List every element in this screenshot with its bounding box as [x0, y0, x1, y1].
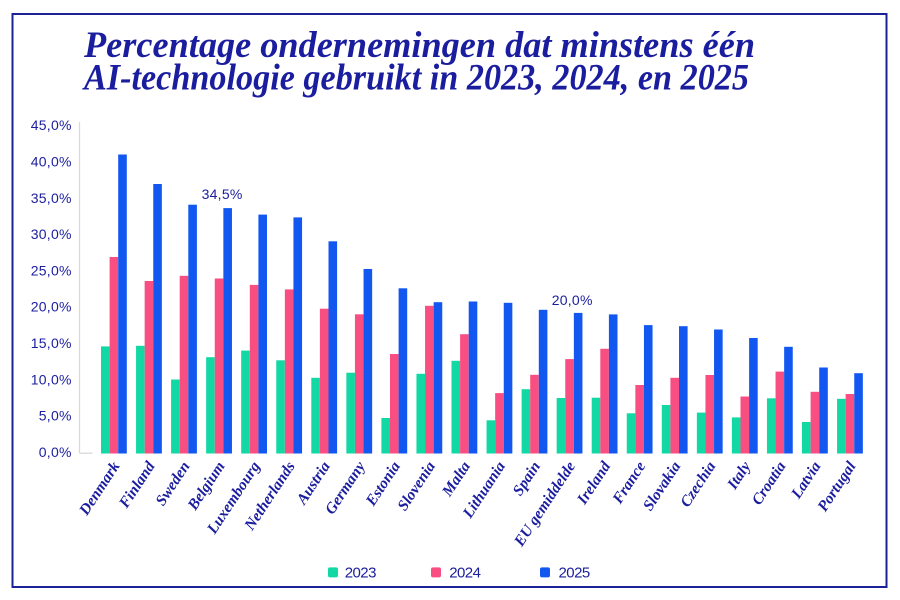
svg-text:20,0%: 20,0%: [552, 292, 593, 308]
svg-text:Percentage ondernemingen dat m: Percentage ondernemingen dat minstens éé…: [83, 25, 755, 66]
svg-text:0,0%: 0,0%: [39, 444, 72, 460]
svg-text:15,0%: 15,0%: [31, 335, 72, 351]
svg-text:2023: 2023: [345, 565, 376, 582]
svg-text:25,0%: 25,0%: [31, 262, 72, 278]
svg-text:40,0%: 40,0%: [31, 154, 72, 170]
svg-text:20,0%: 20,0%: [31, 299, 72, 315]
svg-text:10,0%: 10,0%: [31, 371, 72, 387]
svg-text:2024: 2024: [449, 565, 480, 582]
svg-text:AI-technologie gebruikt in 202: AI-technologie gebruikt in 2023, 2024, e…: [82, 58, 749, 99]
svg-text:5,0%: 5,0%: [39, 408, 72, 424]
svg-text:30,0%: 30,0%: [31, 226, 72, 242]
svg-text:34,5%: 34,5%: [202, 186, 243, 202]
svg-text:35,0%: 35,0%: [31, 190, 72, 206]
svg-text:45,0%: 45,0%: [31, 117, 72, 133]
svg-text:2025: 2025: [559, 565, 590, 582]
